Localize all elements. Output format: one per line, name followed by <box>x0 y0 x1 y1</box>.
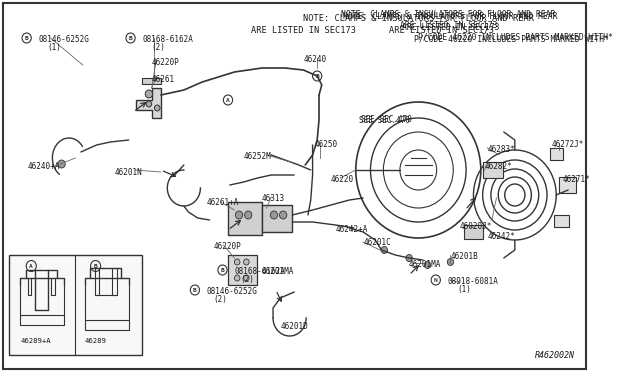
Text: 46201MA: 46201MA <box>409 260 442 269</box>
Text: (1): (1) <box>457 285 471 294</box>
Text: 46261+A: 46261+A <box>207 198 239 207</box>
Text: B: B <box>25 35 29 41</box>
Text: P/CODE 46220 INCLUDES PARTS MARKED WITH*: P/CODE 46220 INCLUDES PARTS MARKED WITH* <box>419 32 613 41</box>
Text: 46201N: 46201N <box>115 168 143 177</box>
Text: A: A <box>29 263 33 269</box>
Text: (2): (2) <box>241 275 255 284</box>
Text: A: A <box>226 97 230 103</box>
Text: B: B <box>129 35 132 41</box>
Text: 46252M: 46252M <box>244 152 271 161</box>
Text: 08168-6162A: 08168-6162A <box>234 267 285 276</box>
Text: ARE LISTED IN SEC173: ARE LISTED IN SEC173 <box>251 26 356 35</box>
Circle shape <box>424 262 431 269</box>
Text: 46201C: 46201C <box>363 238 391 247</box>
Text: (1): (1) <box>48 43 61 52</box>
Circle shape <box>406 254 412 262</box>
Text: 46201MA: 46201MA <box>262 267 294 276</box>
Text: 46289: 46289 <box>84 338 106 344</box>
Text: 46261: 46261 <box>152 75 175 84</box>
Polygon shape <box>136 88 161 118</box>
Circle shape <box>280 211 287 219</box>
Text: 46240+A: 46240+A <box>28 162 60 171</box>
Circle shape <box>244 211 252 219</box>
Polygon shape <box>228 202 262 235</box>
Text: 46020J*: 46020J* <box>460 222 492 231</box>
Text: 08146-6252G: 08146-6252G <box>38 35 90 44</box>
Text: 46242*: 46242* <box>487 232 515 241</box>
Circle shape <box>58 160 65 168</box>
Text: 46271*: 46271* <box>563 175 590 184</box>
Text: (2): (2) <box>213 295 227 304</box>
Bar <box>464 225 483 239</box>
Text: NOTE: CLAMPS & INSULATORS FOR FLOOR AND REAR: NOTE: CLAMPS & INSULATORS FOR FLOOR AND … <box>303 14 534 23</box>
Text: NOTE: CLAMPS & INSULATORS FOR FLOOR AND REAR: NOTE: CLAMPS & INSULATORS FOR FLOOR AND … <box>341 10 556 19</box>
Text: NOTE: CLAMPS & INSULATORS FOR FLOOR AND REAR: NOTE: CLAMPS & INSULATORS FOR FLOOR AND … <box>343 12 557 21</box>
Circle shape <box>244 275 249 281</box>
Text: B: B <box>316 74 319 78</box>
Text: B: B <box>221 267 225 273</box>
Polygon shape <box>262 205 292 232</box>
Text: 46201D: 46201D <box>280 322 308 331</box>
Text: 46220P: 46220P <box>152 58 179 67</box>
Text: P/CODE 46220 INCLUDES PARTS MARKED WITH*: P/CODE 46220 INCLUDES PARTS MARKED WITH* <box>413 34 609 43</box>
Text: ARE LISTED IN SEC173: ARE LISTED IN SEC173 <box>402 23 499 32</box>
Circle shape <box>270 211 278 219</box>
Circle shape <box>244 259 249 265</box>
Text: (2): (2) <box>152 43 166 52</box>
Text: 08168-6162A: 08168-6162A <box>143 35 193 44</box>
Circle shape <box>154 105 160 111</box>
Circle shape <box>447 259 454 266</box>
Circle shape <box>236 211 243 219</box>
Text: R462002N: R462002N <box>534 351 575 360</box>
Bar <box>554 215 569 227</box>
Bar <box>559 177 575 193</box>
Text: 46289+A: 46289+A <box>20 338 51 344</box>
Text: 46272J*: 46272J* <box>552 140 584 149</box>
Text: 46220: 46220 <box>331 175 354 184</box>
Bar <box>550 148 563 160</box>
Text: 46250: 46250 <box>314 140 337 149</box>
Text: 46242+A: 46242+A <box>335 225 368 234</box>
Text: 08146-6252G: 08146-6252G <box>207 287 258 296</box>
Text: B: B <box>193 288 196 292</box>
Circle shape <box>381 247 387 253</box>
Text: 46201B: 46201B <box>451 252 478 261</box>
Text: 46283*: 46283* <box>487 145 515 154</box>
Bar <box>9 255 143 355</box>
Text: 46220P: 46220P <box>213 242 241 251</box>
Text: SEE SEC.470: SEE SEC.470 <box>362 115 412 124</box>
Text: 08918-6081A: 08918-6081A <box>448 277 499 286</box>
Text: 46240: 46240 <box>303 55 326 64</box>
Bar <box>483 162 503 178</box>
Polygon shape <box>143 78 161 84</box>
Text: B: B <box>93 263 97 269</box>
Circle shape <box>234 259 240 265</box>
Text: N: N <box>434 278 438 282</box>
Text: SEE SEC.470: SEE SEC.470 <box>358 116 410 125</box>
Text: 46282*: 46282* <box>484 162 512 171</box>
Text: ARE LISTED IN SEC173: ARE LISTED IN SEC173 <box>400 21 497 30</box>
Circle shape <box>146 101 152 107</box>
Polygon shape <box>228 255 257 285</box>
Circle shape <box>234 275 240 281</box>
Circle shape <box>145 90 152 98</box>
Text: 46313: 46313 <box>262 194 285 203</box>
Text: ARE LISTED IN SEC173: ARE LISTED IN SEC173 <box>388 26 494 35</box>
